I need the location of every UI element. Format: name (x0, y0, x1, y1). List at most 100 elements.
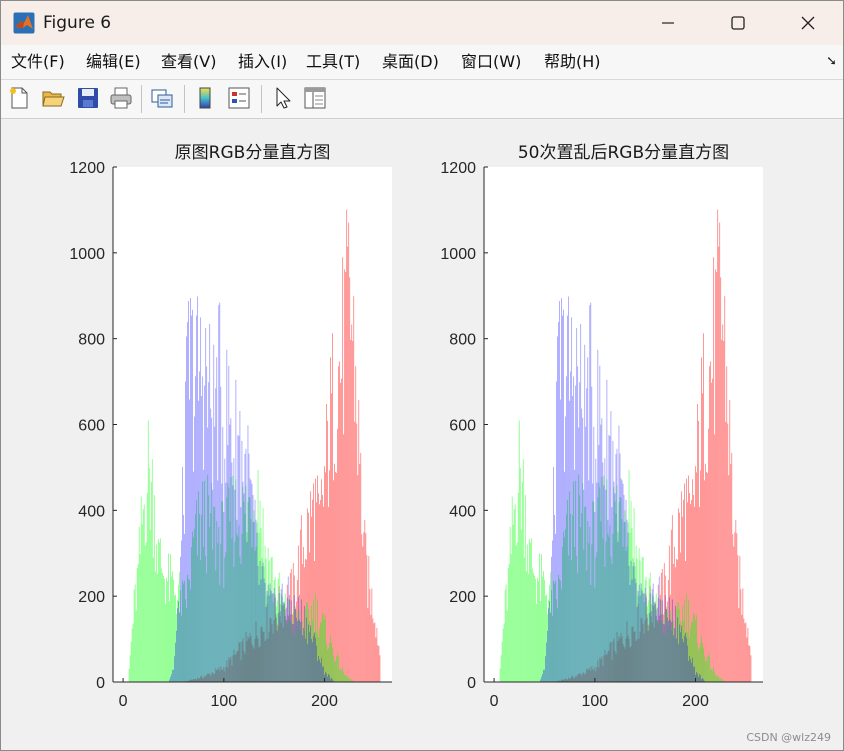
red-bar (337, 428, 339, 682)
y-tick-label: 400 (449, 503, 476, 520)
green-bar (234, 541, 236, 682)
green-bar (227, 483, 229, 682)
green-bar (218, 526, 220, 682)
blue-bar (227, 445, 229, 682)
blue-bar (326, 673, 327, 682)
chart-title: 原图RGB分量直方图 (175, 143, 331, 163)
green-bar (688, 599, 689, 682)
blue-bar (586, 388, 588, 682)
save-icon[interactable] (76, 86, 100, 110)
green-bar (350, 678, 352, 682)
blue-bar (653, 602, 655, 682)
link-plot-icon[interactable] (150, 86, 174, 110)
red-bar (685, 560, 686, 682)
red-bar (692, 479, 693, 682)
green-bar (313, 600, 314, 682)
menu-help[interactable]: 帮助(H) (544, 52, 601, 71)
red-bar (717, 209, 719, 682)
green-bar (689, 637, 690, 682)
menu-file[interactable]: 文件(F) (11, 52, 65, 71)
property-inspector-icon[interactable] (303, 86, 327, 110)
red-bar (718, 246, 720, 683)
green-bar (211, 483, 213, 682)
green-bar (292, 612, 294, 682)
dock-arrow-icon[interactable]: ➘ (826, 54, 837, 69)
green-bar (578, 474, 580, 682)
green-bar (529, 542, 531, 682)
menu-tools[interactable]: 工具(T) (306, 52, 361, 71)
open-file-icon[interactable] (41, 86, 65, 110)
green-bar (281, 596, 283, 682)
green-bar (288, 599, 290, 682)
blue-bar (564, 471, 565, 682)
green-bar (716, 674, 718, 682)
red-bar (745, 622, 747, 682)
red-bar (677, 508, 679, 682)
green-bar (336, 656, 338, 682)
blue-bar (315, 637, 316, 682)
blue-bar (655, 615, 657, 682)
green-bar (550, 572, 551, 682)
red-bar (308, 512, 309, 682)
green-bar (655, 593, 657, 682)
maximize-button[interactable] (703, 1, 773, 45)
insert-colorbar-icon[interactable] (194, 86, 218, 110)
menu-insert[interactable]: 插入(I) (238, 52, 288, 71)
blue-bar (616, 448, 618, 682)
blue-bar (557, 336, 558, 682)
new-figure-icon[interactable] (7, 86, 31, 110)
y-tick-label: 200 (449, 589, 476, 606)
red-bar (742, 588, 744, 682)
menu-view[interactable]: 查看(V) (161, 52, 217, 71)
blue-bar (267, 584, 269, 682)
red-bar (744, 623, 746, 682)
blue-bar (642, 593, 644, 682)
green-bar (591, 544, 593, 682)
blue-bar (685, 632, 686, 682)
title-bar[interactable]: Figure 6 (1, 1, 843, 45)
edit-plot-arrow-icon[interactable] (271, 86, 295, 110)
green-bar (153, 495, 155, 682)
blue-bar (261, 566, 263, 682)
green-bar (241, 533, 243, 682)
menu-edit[interactable]: 编辑(E) (86, 52, 141, 71)
blue-series (540, 296, 705, 682)
blue-bar (628, 565, 630, 682)
menu-desktop[interactable]: 桌面(D) (382, 52, 439, 71)
blue-bar (309, 632, 310, 682)
green-bar (593, 501, 595, 682)
green-bar (558, 574, 559, 682)
blue-bar (621, 480, 623, 682)
blue-bar (612, 440, 614, 682)
red-bar (354, 421, 356, 682)
minimize-button[interactable] (633, 1, 703, 45)
blue-bar (633, 562, 635, 682)
red-bar (732, 534, 734, 682)
red-bar (347, 246, 349, 683)
green-bar (335, 661, 336, 682)
blue-bar (681, 625, 682, 682)
green-bar (343, 672, 345, 682)
y-tick-label: 1200 (440, 160, 476, 177)
green-bar (195, 514, 196, 682)
insert-legend-icon[interactable] (227, 86, 251, 110)
blue-bar (323, 666, 324, 682)
close-button[interactable] (773, 1, 843, 45)
blue-bar (320, 662, 321, 682)
green-bar (210, 513, 212, 682)
green-bar (677, 602, 679, 682)
green-bar (278, 572, 280, 682)
blue-bar (556, 381, 557, 682)
print-icon[interactable] (109, 86, 133, 110)
green-bar (685, 632, 686, 682)
menu-window[interactable]: 窗口(W) (461, 52, 522, 71)
blue-bar (271, 593, 273, 682)
green-bar (309, 621, 310, 682)
green-bar (200, 560, 202, 682)
blue-bar (311, 638, 312, 682)
blue-bar (606, 379, 608, 682)
blue-bar (247, 425, 249, 682)
green-bar (520, 529, 522, 682)
green-bar (275, 606, 277, 682)
blue-bar (596, 482, 598, 682)
